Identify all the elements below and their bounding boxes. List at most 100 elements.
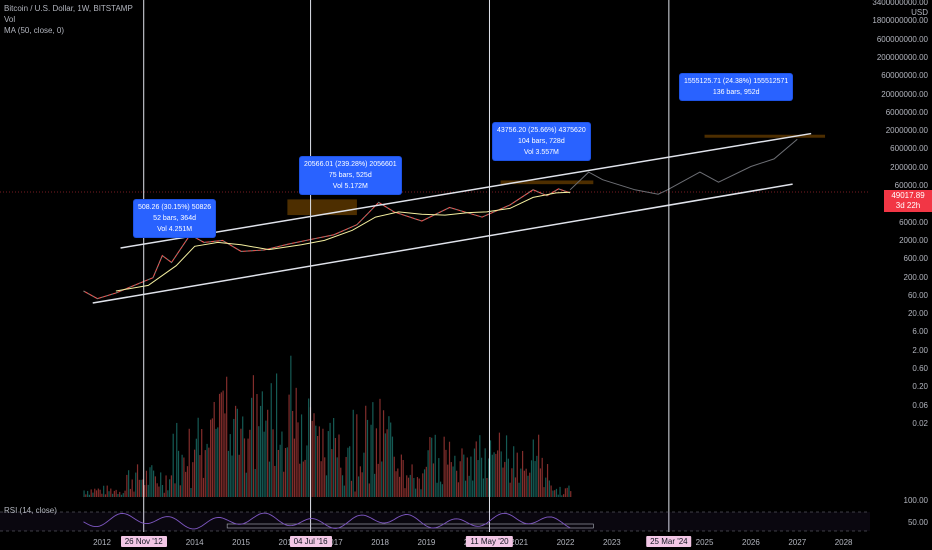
volume-bar (372, 402, 374, 497)
volume-bar (129, 488, 132, 497)
volume-bar (511, 468, 513, 497)
volume-bar (220, 392, 222, 497)
volume-bar (270, 383, 272, 497)
volume-bar (183, 457, 185, 497)
vol-indicator-label[interactable]: Vol (4, 15, 16, 24)
volume-bar (120, 494, 123, 497)
volume-bar (525, 468, 527, 497)
volume-bar (135, 472, 137, 497)
y-tick-label: 600000.00 (890, 144, 928, 154)
volume-bar (133, 491, 135, 497)
y-tick-label: 0.20 (912, 382, 928, 392)
measurement-line1: 1555125.71 (24.38%) 155512571 (684, 78, 789, 85)
volume-bar (431, 437, 433, 497)
volume-bar (242, 416, 244, 497)
volume-bar (497, 450, 499, 497)
volume-bar (352, 409, 354, 497)
measurement-box[interactable]: 20566.01 (239.28%) 2056601 75 bars, 525d V… (300, 157, 401, 194)
volume-bar (313, 413, 315, 497)
volume-bar (333, 417, 335, 497)
volume-bar (441, 484, 443, 497)
volume-bar (234, 405, 237, 497)
volume-bar (231, 455, 233, 497)
measurement-line1: 43756.20 (25.66%) 4375620 (497, 127, 586, 134)
volume-bar (566, 487, 568, 497)
volume-bar (350, 480, 353, 497)
volume-bar (277, 449, 279, 497)
volume-bar (240, 428, 242, 497)
volume-bar (151, 465, 153, 497)
volume-bar (288, 394, 290, 497)
volume-bar (407, 477, 410, 497)
volume-bar (436, 482, 438, 497)
volume-bar (119, 491, 121, 497)
volume-bar (224, 413, 226, 497)
volume-bar (459, 461, 461, 497)
volume-bar (375, 428, 378, 497)
volume-bar (201, 429, 203, 497)
volume-bar (306, 445, 308, 497)
symbol-title[interactable]: Bitcoin / U.S. Dollar, 1W, BITSTAMP (4, 4, 133, 13)
volume-bar (254, 468, 256, 497)
volume-bar (488, 458, 490, 497)
volume-bar (416, 477, 419, 497)
volume-bar (447, 464, 449, 497)
volume-bar (299, 463, 301, 497)
volume-bar (327, 431, 329, 497)
y-tick-label: 0.02 (912, 418, 928, 428)
volume-bar (192, 462, 194, 497)
volume-bar (491, 454, 493, 497)
y-tick-label: 3400000000.00 (872, 0, 928, 7)
volume-bar (536, 455, 538, 497)
x-tick-label: 2017 (324, 538, 343, 547)
volume-bar (340, 467, 342, 497)
volume-bar (193, 449, 196, 497)
volume-bar (94, 488, 96, 497)
volume-bar (258, 426, 260, 497)
measurement-box[interactable]: 43756.20 (25.66%) 4375620 104 bars, 728d V… (493, 123, 590, 160)
trendline-upper (120, 132, 812, 249)
measurement-box[interactable]: 1555125.71 (24.38%) 155512571 136 bars, 9… (680, 74, 793, 100)
volume-bar (167, 490, 169, 497)
volume-bar (552, 490, 554, 497)
volume-bar (226, 376, 228, 497)
volume-bar (498, 432, 501, 497)
volume-bar (457, 482, 460, 497)
volume-bar (83, 490, 85, 497)
measurement-box[interactable]: 508.26 (30.15%) 50826 52 bars, 364d Vol 4.… (134, 200, 216, 237)
volume-bar (279, 444, 281, 497)
volume-bar (147, 484, 149, 497)
volume-bar (509, 482, 511, 497)
volume-bar (245, 472, 247, 497)
y-tick-label: 600.00 (903, 254, 928, 264)
measurement-line3: Vol 3.557M (523, 149, 559, 156)
y-tick-label: 20.00 (907, 309, 928, 319)
volume-bar (559, 486, 561, 497)
ma-indicator-label[interactable]: MA (50, close, 0) (4, 26, 65, 35)
volume-bar (397, 468, 399, 497)
volume-bar (263, 431, 265, 497)
volume-bar (370, 424, 372, 497)
volume-bar (374, 473, 376, 497)
volume-bar (293, 438, 296, 497)
volume-bar (99, 489, 101, 497)
volume-bar (315, 425, 317, 497)
volume-bar (199, 455, 201, 497)
volume-bar (406, 475, 408, 497)
volume-bar (210, 419, 212, 497)
volume-bar (518, 482, 520, 497)
rsi-indicator-label[interactable]: RSI (14, close) (4, 506, 57, 515)
bar-countdown: 3d 22h (895, 201, 921, 210)
volume-bar (122, 493, 124, 497)
volume-bar (213, 401, 215, 497)
x-tick-label: 2018 (371, 538, 389, 547)
volume-bar (505, 435, 508, 497)
y-tick-label: 6.00 (912, 327, 928, 337)
volume-bar (359, 466, 361, 497)
volume-bar (308, 398, 310, 497)
volume-bar (265, 420, 267, 497)
volume-bar (243, 438, 246, 497)
volume-bar (331, 449, 333, 497)
volume-bar (366, 419, 369, 497)
